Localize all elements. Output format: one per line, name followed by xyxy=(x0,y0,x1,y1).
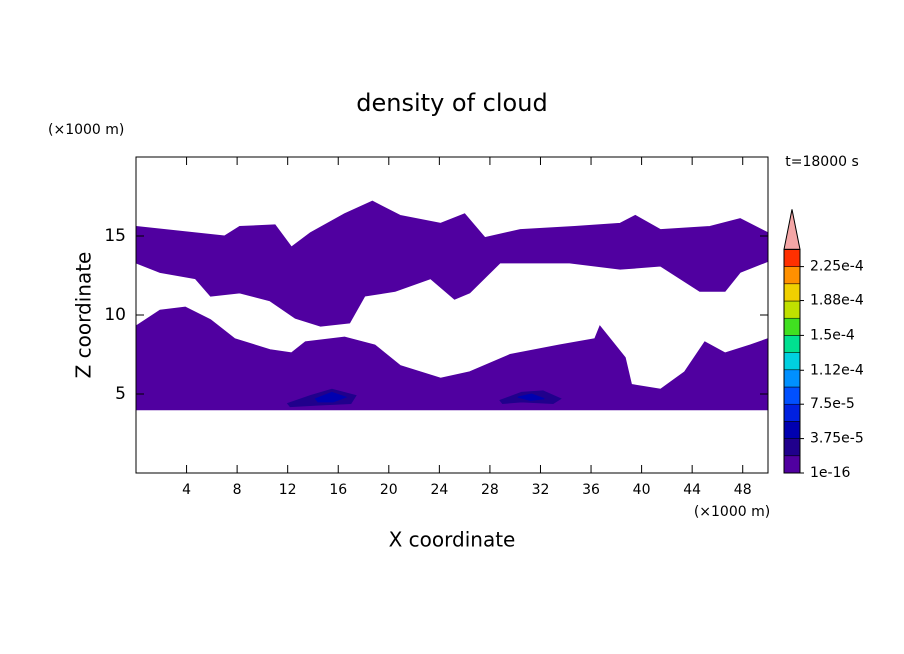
colorbar-frame xyxy=(783,248,801,474)
x-tick-label: 36 xyxy=(582,482,600,498)
y-tick-label: 5 xyxy=(115,384,126,404)
y-axis-label: Z coordinate xyxy=(72,252,96,379)
y-tick-label: 10 xyxy=(104,305,126,325)
colorbar-band xyxy=(783,369,801,388)
colorbar-tick-label: 1.12e-4 xyxy=(810,362,864,378)
x-tick-label: 24 xyxy=(430,482,448,498)
x-tick-label: 32 xyxy=(532,482,550,498)
colorbar-tick-label: 7.5e-5 xyxy=(810,396,855,412)
colorbar-band xyxy=(783,283,801,302)
x-tick-label: 4 xyxy=(182,482,191,498)
colorbar-band xyxy=(783,300,801,319)
x-tick-label: 48 xyxy=(734,482,752,498)
colorbar-band xyxy=(783,352,801,371)
colorbar-tick-label: 1e-16 xyxy=(810,465,850,481)
contour-region xyxy=(135,306,769,411)
colorbar-tick-label: 3.75e-5 xyxy=(810,431,864,447)
contour-region xyxy=(314,391,348,403)
colorbar-band xyxy=(783,266,801,285)
chart-title: density of cloud xyxy=(356,89,547,117)
x-axis-label: X coordinate xyxy=(389,528,516,552)
x-tick-label: 12 xyxy=(279,482,297,498)
colorbar-band xyxy=(783,335,801,353)
colorbar-band xyxy=(783,455,801,474)
contour-region xyxy=(135,200,769,327)
contour-region xyxy=(517,393,545,401)
colorbar-band xyxy=(783,438,801,457)
x-tick-label: 40 xyxy=(633,482,651,498)
colorbar-band xyxy=(783,386,801,405)
x-tick-label: 44 xyxy=(683,482,701,498)
time-label: t=18000 s xyxy=(785,154,859,170)
x-tick-label: 16 xyxy=(329,482,347,498)
x-unit: (×1000 m) xyxy=(694,504,770,520)
colorbar-tick-label: 2.25e-4 xyxy=(810,259,864,275)
x-tick-label: 28 xyxy=(481,482,499,498)
y-tick-label: 15 xyxy=(104,226,126,246)
x-tick-label: 8 xyxy=(233,482,242,498)
x-tick-label: 20 xyxy=(380,482,398,498)
colorbar-band xyxy=(783,421,801,439)
colorbar-tick-label: 1.5e-4 xyxy=(810,327,855,343)
colorbar-band xyxy=(783,317,801,336)
colorbar-band xyxy=(783,403,801,422)
colorbar-band xyxy=(783,249,801,267)
y-unit: (×1000 m) xyxy=(48,122,124,138)
colorbar-tick-label: 1.88e-4 xyxy=(810,293,864,309)
